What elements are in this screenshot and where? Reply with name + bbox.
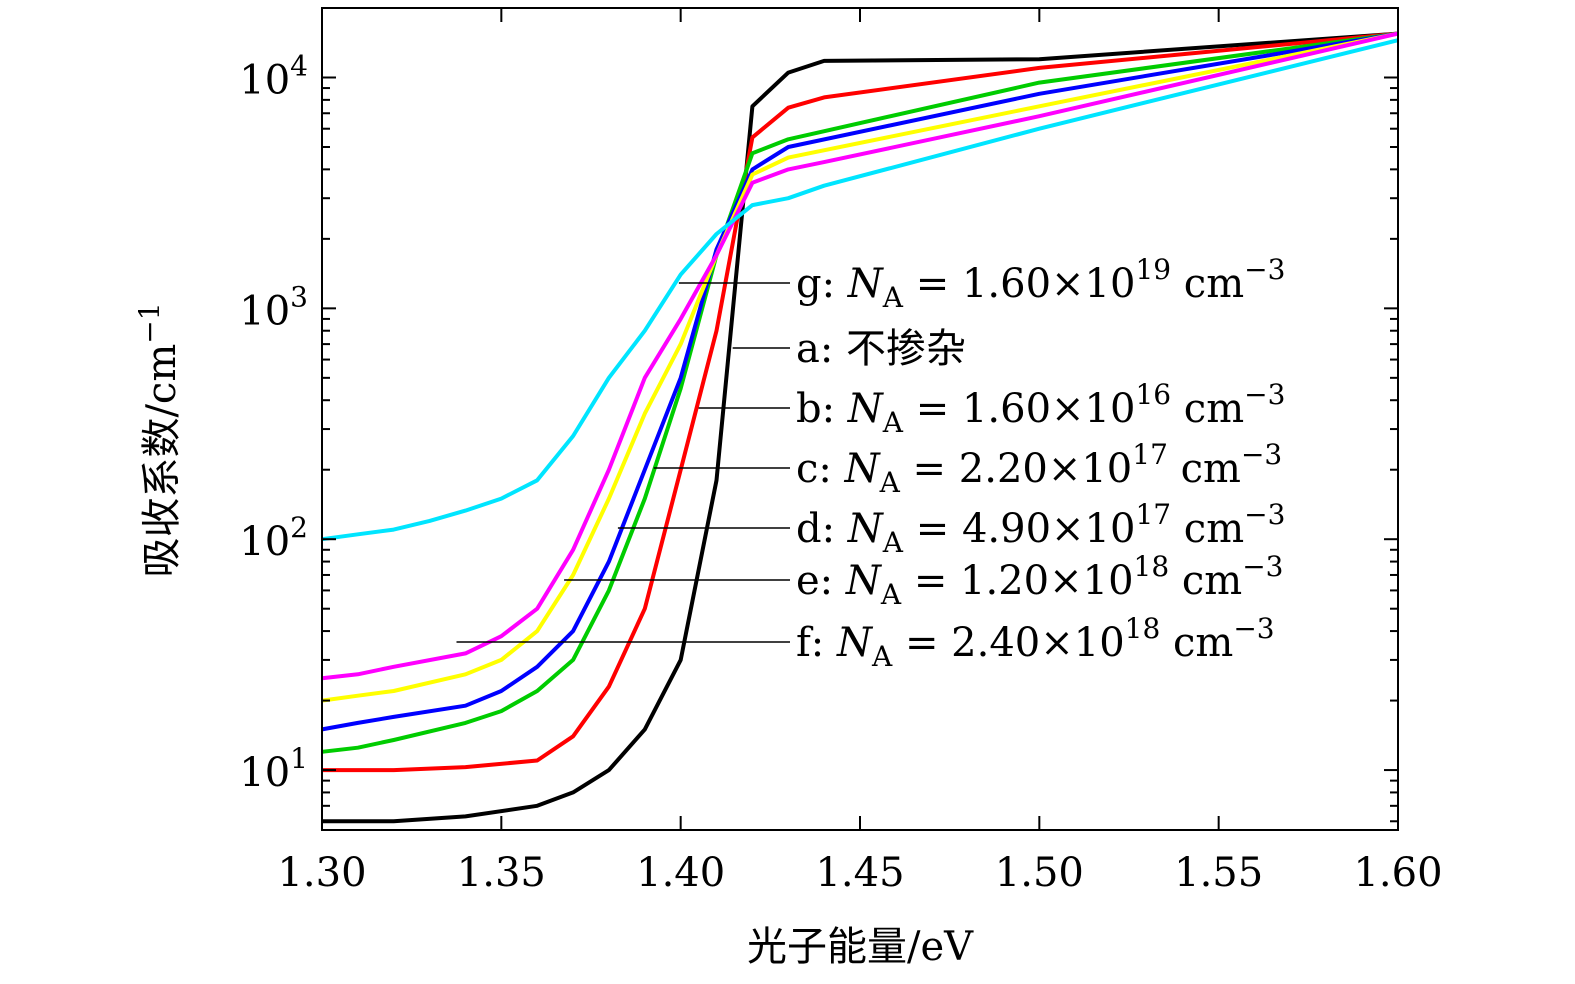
x-tick-label: 1.40 <box>636 850 725 896</box>
x-tick-label: 1.45 <box>815 850 904 896</box>
x-axis-ticks: 1.30 1.35 1.40 1.45 1.50 1.55 1.60 <box>277 8 1443 896</box>
y-tick-label: 101 <box>239 742 308 796</box>
curves-layer <box>321 31 1399 824</box>
y-axis-title-main: 吸收系数/cm <box>139 344 185 578</box>
legend-entry-g: g: NA = 1.60×1019 cm−3 <box>796 253 1285 314</box>
y-tick-label: 104 <box>239 49 308 103</box>
legend-entry-d: d: NA = 4.90×1017 cm−3 <box>796 498 1285 559</box>
legend-entry-c: c: NA = 2.20×1017 cm−3 <box>796 438 1282 499</box>
x-tick-label: 1.60 <box>1353 850 1442 896</box>
y-axis-ticks: 101 102 103 104 <box>239 7 1398 823</box>
y-axis-title-sup: −1 <box>133 302 166 343</box>
x-tick-label: 1.35 <box>457 850 546 896</box>
series-line-d <box>321 31 1399 732</box>
legend-entry-a: a: 不掺杂 <box>796 326 966 372</box>
x-tick-label: 1.55 <box>1174 850 1263 896</box>
x-tick-label: 1.50 <box>995 850 1084 896</box>
legend: g: NA = 1.60×1019 cm−3 a: 不掺杂 b: NA = 1.60… <box>796 253 1285 673</box>
legend-entry-b: b: NA = 1.60×1016 cm−3 <box>796 378 1285 439</box>
series-line-b <box>322 31 1399 773</box>
legend-entry-e: e: NA = 1.20×1018 cm−3 <box>796 550 1284 611</box>
legend-leader-lines <box>456 282 790 643</box>
y-tick-label: 102 <box>239 511 308 565</box>
x-axis-title: 光子能量/eV <box>747 924 974 970</box>
y-axis-title: 吸收系数/cm−1 <box>133 302 185 577</box>
x-tick-label: 1.30 <box>277 850 366 896</box>
series-line-e <box>321 31 1399 703</box>
legend-entry-f: f: NA = 2.40×1018 cm−3 <box>796 612 1275 673</box>
series-line-c <box>321 31 1399 754</box>
series-line-a <box>322 31 1399 824</box>
y-tick-label: 103 <box>239 280 308 334</box>
series-line-g <box>321 38 1399 542</box>
series-line-f <box>321 31 1399 681</box>
